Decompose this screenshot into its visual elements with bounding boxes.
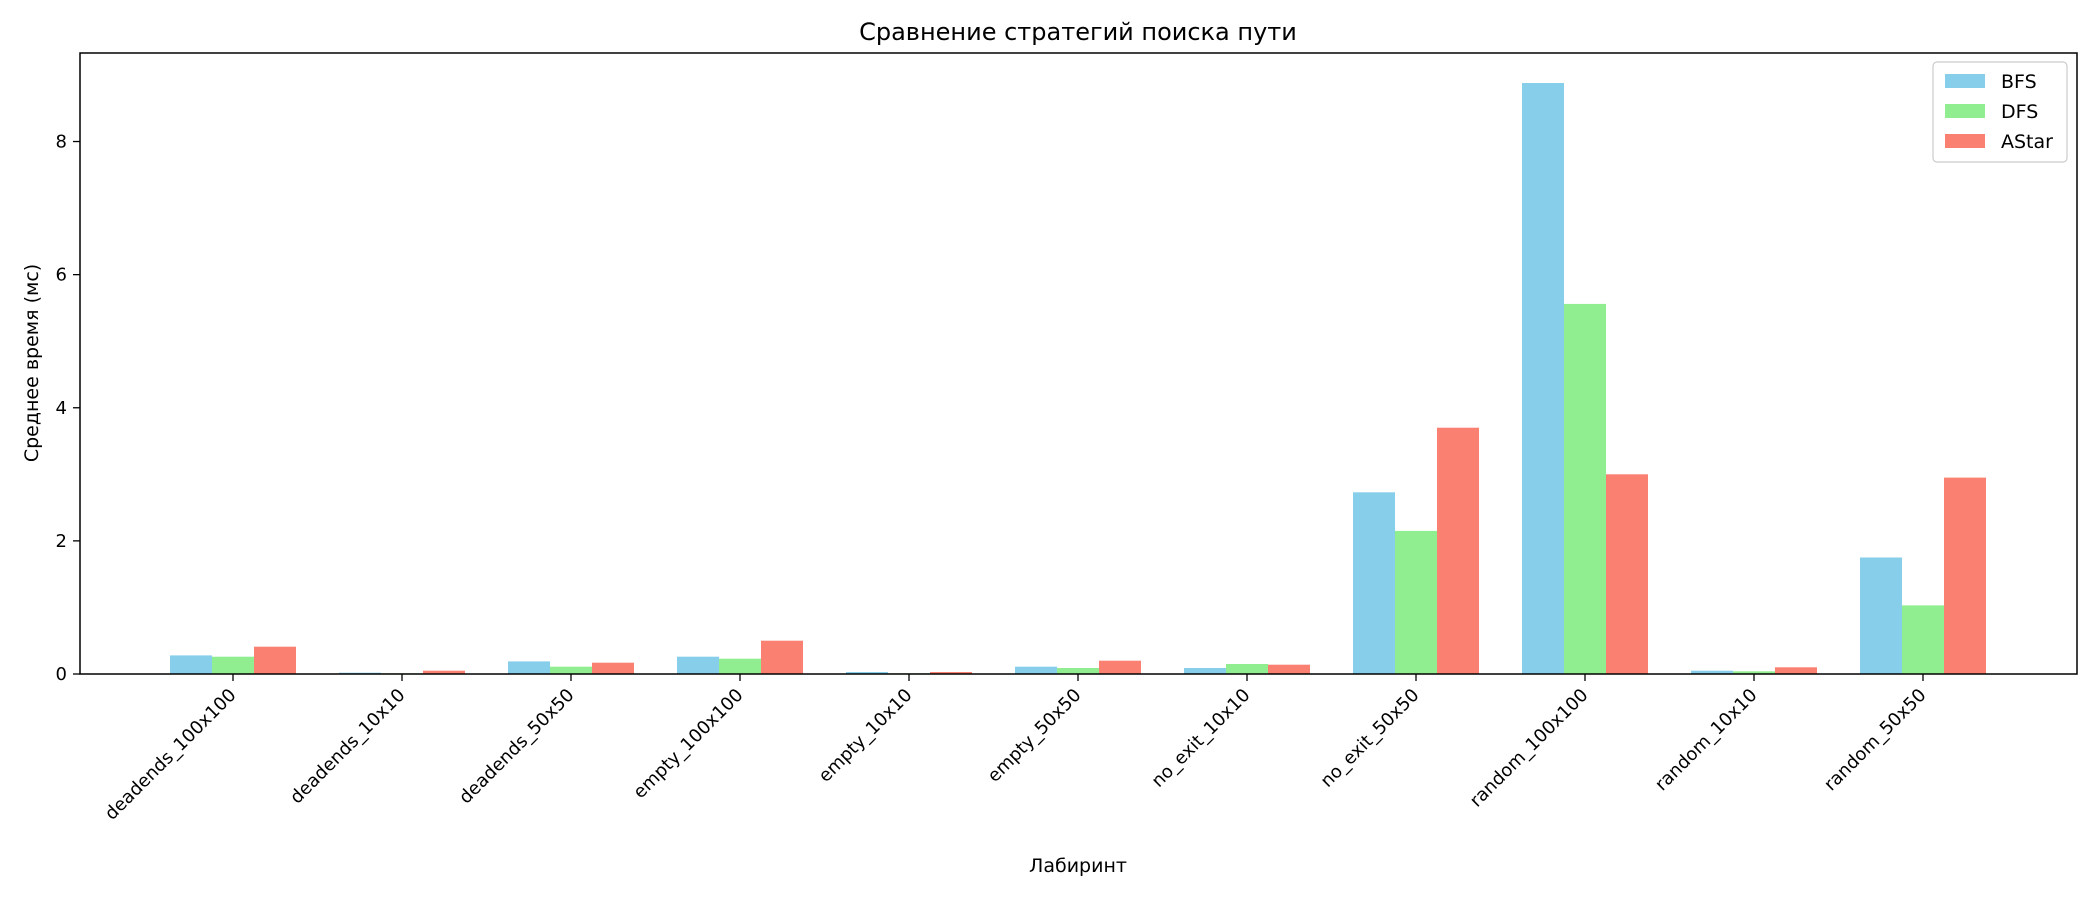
- bar-astar-no_exit_50x50: [1437, 427, 1479, 674]
- bar-astar-deadends_50x50: [592, 662, 634, 674]
- x-tick-label: empty_50x50: [984, 685, 1086, 787]
- bar-dfs-deadends_100x100: [212, 656, 254, 674]
- x-tick-label: empty_10x10: [815, 685, 917, 787]
- x-tick-label: deadends_50x50: [455, 685, 579, 809]
- bar-bfs-deadends_100x100: [170, 655, 212, 674]
- y-tick-label: 4: [56, 398, 67, 419]
- y-tick-label: 8: [56, 132, 67, 153]
- legend-label-dfs: DFS: [2001, 101, 2038, 123]
- x-tick-label: no_exit_50x50: [1317, 685, 1424, 792]
- bar-bfs-no_exit_50x50: [1353, 492, 1395, 674]
- x-tick-label: empty_100x100: [629, 685, 747, 803]
- y-tick-label: 6: [56, 265, 67, 286]
- bar-bfs-empty_10x10: [846, 672, 888, 674]
- x-axis-label: Лабиринт: [1029, 855, 1127, 877]
- bar-astar-deadends_10x10: [423, 670, 465, 674]
- bar-bfs-random_10x10: [1691, 670, 1733, 674]
- y-axis-ticks: 0 2 4 6 8: [56, 132, 80, 685]
- bar-dfs-random_100x100: [1564, 303, 1606, 674]
- x-tick-label: random_50x50: [1820, 685, 1931, 796]
- bar-bfs-no_exit_10x10: [1184, 668, 1226, 674]
- y-tick-label: 2: [56, 531, 67, 552]
- legend: BFS DFS AStar: [1932, 61, 2068, 163]
- bar-astar-random_100x100: [1606, 474, 1648, 674]
- x-tick-label: no_exit_10x10: [1148, 685, 1255, 792]
- x-tick-label: deadends_10x10: [286, 685, 410, 809]
- bar-astar-no_exit_10x10: [1268, 664, 1310, 674]
- bar-bfs-random_100x100: [1522, 83, 1564, 674]
- x-tick-label: random_100x100: [1466, 685, 1593, 812]
- bar-bfs-deadends_50x50: [508, 661, 550, 674]
- legend-swatch-dfs: [1945, 104, 1985, 118]
- legend-label-bfs: BFS: [2001, 71, 2037, 93]
- bar-astar-random_50x50: [1944, 477, 1986, 674]
- plot-frame: [79, 52, 2078, 675]
- bar-bfs-random_50x50: [1860, 557, 1902, 674]
- x-tick-label: random_10x10: [1651, 685, 1762, 796]
- bar-astar-empty_100x100: [761, 640, 803, 674]
- bar-dfs-no_exit_10x10: [1226, 664, 1268, 674]
- y-axis-label: Среднее время (мс): [21, 264, 43, 462]
- bar-dfs-empty_100x100: [719, 658, 761, 674]
- bar-astar-empty_50x50: [1099, 660, 1141, 674]
- bars-group: [170, 83, 1986, 674]
- legend-label-astar: AStar: [2001, 131, 2053, 153]
- bar-dfs-random_50x50: [1902, 605, 1944, 674]
- y-tick-label: 0: [56, 664, 67, 685]
- bar-astar-deadends_100x100: [254, 646, 296, 674]
- bar-astar-random_10x10: [1775, 667, 1817, 674]
- x-tick-label: deadends_100x100: [101, 685, 241, 825]
- bar-dfs-empty_50x50: [1057, 668, 1099, 674]
- bar-bfs-empty_100x100: [677, 656, 719, 674]
- bar-dfs-deadends_50x50: [550, 666, 592, 674]
- bar-dfs-no_exit_50x50: [1395, 530, 1437, 674]
- chart-title: Сравнение стратегий поиска пути: [859, 18, 1297, 46]
- legend-swatch-bfs: [1945, 74, 1985, 88]
- x-axis-ticks: deadends_100x100 deadends_10x10 deadends_5…: [101, 674, 1931, 824]
- bar-dfs-random_10x10: [1733, 671, 1775, 674]
- bar-bfs-empty_50x50: [1015, 666, 1057, 674]
- legend-swatch-astar: [1945, 134, 1985, 148]
- bar-astar-empty_10x10: [930, 672, 972, 674]
